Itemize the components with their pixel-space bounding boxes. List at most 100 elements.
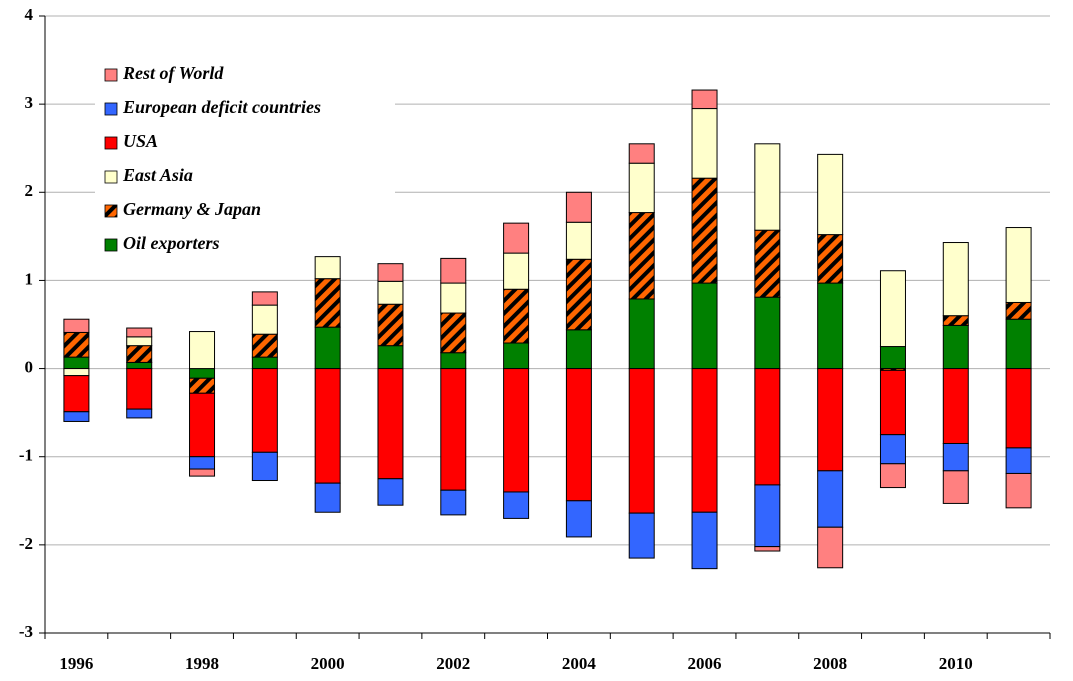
- bar-segment: [691, 108, 718, 179]
- x-tick-label: 2006: [688, 654, 722, 673]
- bar-segment: [440, 282, 467, 314]
- bar-segment: [628, 162, 655, 214]
- bar-segment: [189, 468, 216, 477]
- bar-segment: [1005, 368, 1032, 449]
- bar-segment: [942, 470, 969, 504]
- bar-segment: [126, 336, 153, 347]
- y-tick-label: -3: [19, 622, 33, 641]
- bar-segment: [503, 222, 530, 254]
- y-tick-label: 3: [25, 93, 34, 112]
- bar-segment: [817, 234, 844, 284]
- bar-segment: [63, 411, 90, 422]
- bar-segment: [942, 242, 969, 317]
- legend-swatch: [104, 102, 118, 116]
- legend-swatch: [104, 238, 118, 252]
- legend-swatch: [104, 170, 118, 184]
- bar-segment: [879, 346, 906, 370]
- bar-segment: [1005, 472, 1032, 509]
- y-tick-label: 2: [25, 181, 34, 200]
- bar-segment: [63, 368, 90, 377]
- bar-segment: [63, 318, 90, 333]
- bar-segment: [251, 356, 278, 370]
- bar-segment: [440, 312, 467, 354]
- x-tick-label: 2004: [562, 654, 597, 673]
- bar-segment: [251, 291, 278, 306]
- bar-segment: [817, 526, 844, 569]
- bar-segment: [126, 408, 153, 419]
- bar-segment: [628, 212, 655, 300]
- bar-segment: [691, 89, 718, 110]
- bar-segment: [754, 368, 781, 486]
- bar-segment: [754, 296, 781, 370]
- legend-label: Oil exporters: [123, 233, 220, 253]
- y-tick-label: -1: [19, 446, 33, 465]
- legend-label: USA: [123, 131, 158, 151]
- bar-segment: [565, 368, 592, 502]
- legend-label: European deficit countries: [122, 97, 321, 117]
- bar-segment: [126, 327, 153, 338]
- legend-label: East Asia: [122, 165, 193, 185]
- bar-segment: [628, 512, 655, 559]
- y-tick-label: 0: [25, 357, 34, 376]
- legend-swatch: [104, 204, 118, 218]
- bar-segment: [565, 258, 592, 331]
- bar-segment: [189, 377, 216, 394]
- bar-segment: [754, 484, 781, 548]
- x-tick-label: 1996: [59, 654, 93, 673]
- bar-segment: [440, 257, 467, 284]
- bar-segment: [63, 356, 90, 370]
- bar-segment: [503, 252, 530, 290]
- bar-segment: [817, 282, 844, 370]
- bar-segment: [63, 375, 90, 413]
- bar-segment: [189, 456, 216, 470]
- bar-segment: [251, 304, 278, 335]
- bar-segment: [440, 368, 467, 491]
- bar-segment: [377, 478, 404, 506]
- bar-segment: [691, 282, 718, 370]
- legend-swatch: [104, 68, 118, 82]
- bar-segment: [251, 333, 278, 358]
- legend-label: Rest of World: [122, 63, 224, 83]
- bar-segment: [817, 470, 844, 528]
- bar-segment: [817, 368, 844, 472]
- bar-segment: [126, 345, 153, 363]
- bar-segment: [1005, 301, 1032, 320]
- bar-segment: [628, 368, 655, 514]
- bar-segment: [1005, 227, 1032, 303]
- bar-segment: [377, 368, 404, 480]
- bar-segment: [189, 331, 216, 370]
- bar-segment: [503, 491, 530, 519]
- bar-segment: [691, 368, 718, 513]
- y-tick-label: 1: [25, 269, 34, 288]
- bar-segment: [314, 482, 341, 513]
- legend-swatch: [104, 136, 118, 150]
- bar-segment: [314, 278, 341, 328]
- bar-segment: [503, 342, 530, 370]
- bar-segment: [503, 368, 530, 493]
- bar-segment: [565, 500, 592, 538]
- bar-segment: [126, 361, 153, 370]
- bar-segment: [628, 298, 655, 370]
- x-tick-label: 2000: [311, 654, 345, 673]
- bar-segment: [754, 143, 781, 231]
- bar-segment: [879, 270, 906, 348]
- bar-segment: [314, 368, 341, 484]
- bar-segment: [189, 368, 216, 379]
- x-tick-label: 2008: [813, 654, 847, 673]
- x-tick-label: 2002: [436, 654, 470, 673]
- bar-segment: [251, 368, 278, 453]
- y-tick-label: -2: [19, 534, 33, 553]
- bar-segment: [942, 324, 969, 370]
- bar-segment: [377, 303, 404, 347]
- bar-segment: [754, 229, 781, 298]
- bar-segment: [628, 143, 655, 164]
- bar-segment: [942, 315, 969, 326]
- bar-segment: [377, 280, 404, 305]
- bar-segment: [942, 442, 969, 472]
- bar-segment: [314, 326, 341, 370]
- bar-segment: [565, 329, 592, 370]
- legend-label: Germany & Japan: [123, 199, 261, 219]
- bar-segment: [879, 463, 906, 489]
- bar-segment: [1005, 318, 1032, 370]
